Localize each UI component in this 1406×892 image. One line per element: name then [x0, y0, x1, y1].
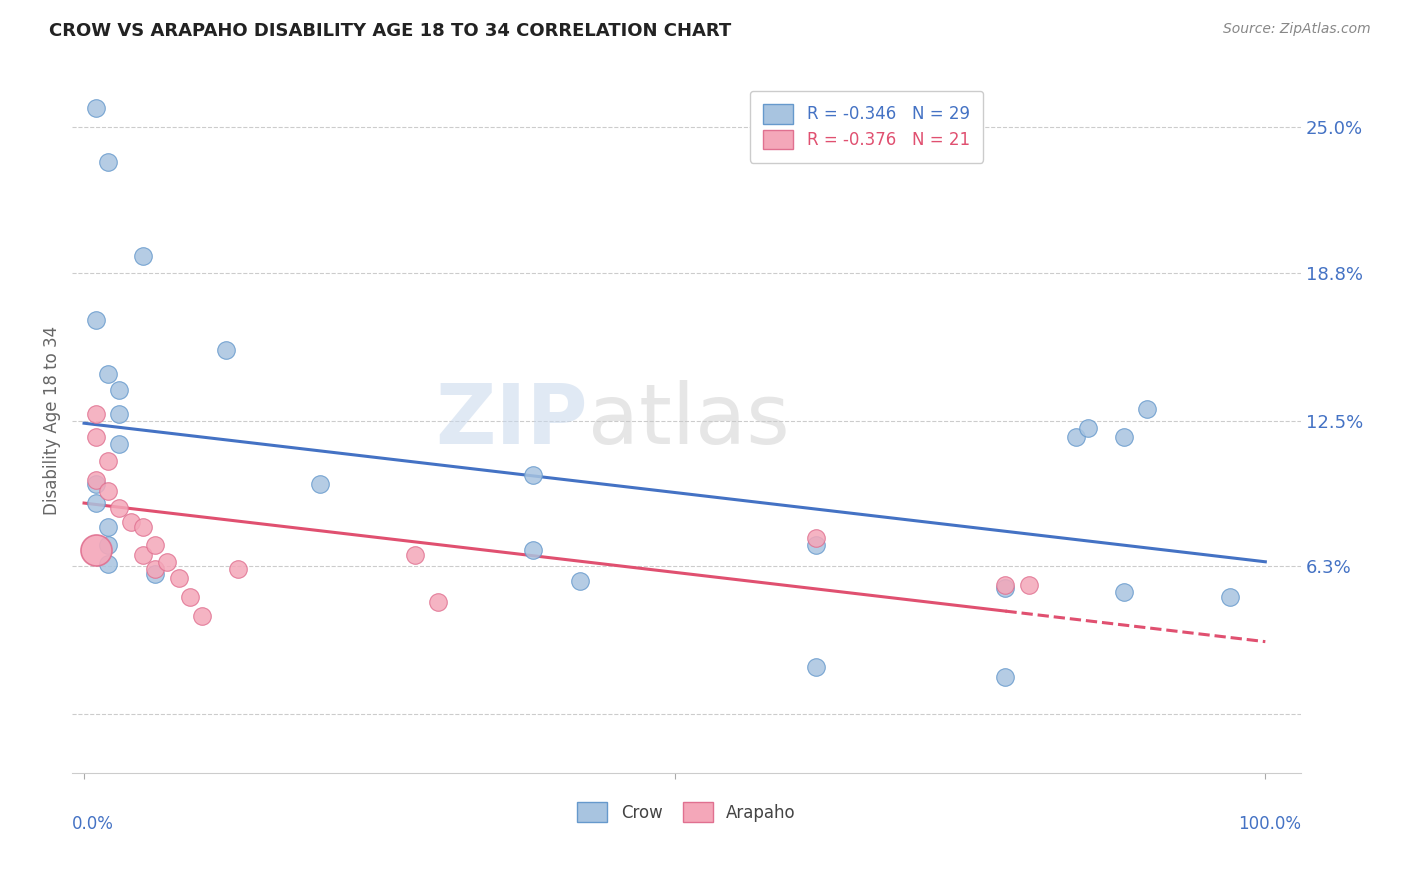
Point	[84, 430, 107, 444]
Point	[1136, 402, 1159, 417]
Point	[108, 407, 131, 421]
Point	[84, 313, 107, 327]
Point	[191, 608, 214, 623]
Legend: Crow, Arapaho: Crow, Arapaho	[571, 796, 803, 829]
Point	[120, 515, 142, 529]
Text: atlas: atlas	[588, 380, 790, 461]
Point	[1112, 430, 1135, 444]
Text: 0.0%: 0.0%	[72, 815, 114, 833]
Point	[84, 543, 107, 558]
Point	[309, 477, 332, 491]
Point	[108, 437, 131, 451]
Point	[226, 562, 249, 576]
Point	[97, 519, 120, 533]
Text: ZIP: ZIP	[436, 380, 588, 461]
Point	[97, 367, 120, 381]
Point	[994, 581, 1017, 595]
Point	[994, 578, 1017, 592]
Point	[132, 548, 155, 562]
Point	[522, 543, 544, 558]
Point	[108, 384, 131, 398]
Point	[1219, 590, 1241, 604]
Point	[97, 557, 120, 571]
Point	[179, 590, 201, 604]
Point	[84, 477, 107, 491]
Point	[132, 519, 155, 533]
Point	[84, 407, 107, 421]
Point	[97, 484, 120, 499]
Point	[806, 538, 828, 552]
Point	[97, 454, 120, 468]
Point	[143, 562, 166, 576]
Text: CROW VS ARAPAHO DISABILITY AGE 18 TO 34 CORRELATION CHART: CROW VS ARAPAHO DISABILITY AGE 18 TO 34 …	[49, 22, 731, 40]
Point	[132, 249, 155, 263]
Point	[404, 548, 426, 562]
Point	[1018, 578, 1040, 592]
Point	[143, 566, 166, 581]
Text: 100.0%: 100.0%	[1237, 815, 1301, 833]
Point	[427, 595, 450, 609]
Point	[806, 660, 828, 674]
Point	[84, 496, 107, 510]
Point	[156, 555, 179, 569]
Point	[97, 538, 120, 552]
Point	[108, 500, 131, 515]
Point	[1066, 430, 1088, 444]
Point	[994, 670, 1017, 684]
Point	[806, 531, 828, 545]
Point	[569, 574, 592, 588]
Point	[1077, 421, 1099, 435]
Point	[97, 155, 120, 169]
Point	[143, 538, 166, 552]
Point	[1112, 585, 1135, 599]
Y-axis label: Disability Age 18 to 34: Disability Age 18 to 34	[44, 326, 60, 516]
Point	[167, 571, 190, 585]
Point	[215, 343, 238, 358]
Point	[84, 102, 107, 116]
Point	[84, 473, 107, 487]
Point	[522, 467, 544, 482]
Text: Source: ZipAtlas.com: Source: ZipAtlas.com	[1223, 22, 1371, 37]
